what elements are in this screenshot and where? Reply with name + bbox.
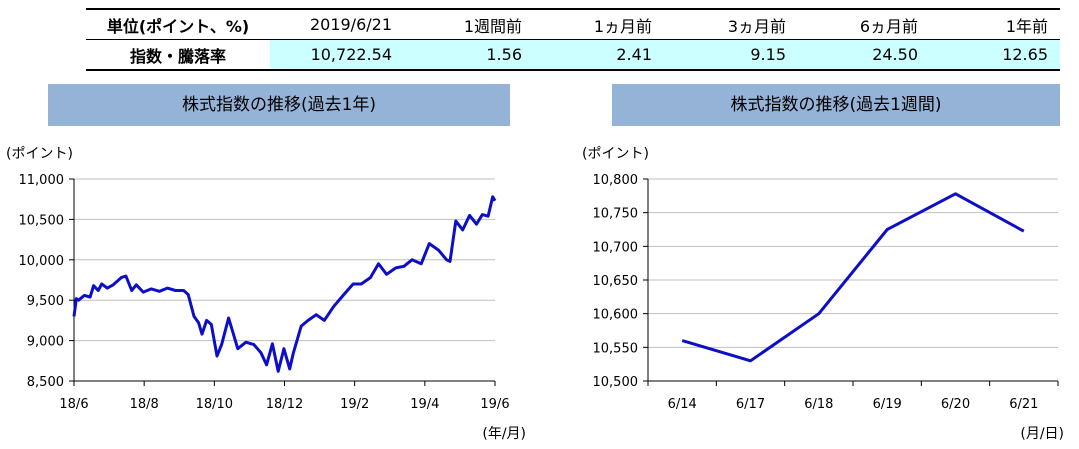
one-month-header: 1ヵ月前 (534, 9, 664, 40)
row-label: 指数・騰落率 (129, 46, 226, 66)
six-month-header: 6ヵ月前 (798, 9, 930, 40)
chart1-y-tick-label: 9,500 (27, 294, 64, 309)
chart1-title: 株式指数の推移(過去1年) (48, 84, 510, 126)
chart1-x-tick-label: 18/8 (130, 397, 159, 412)
chart2-week: (ポイント) (月/日) 10,500 10,550 10,600 10,650 10,… (582, 146, 1064, 442)
chart2-title: 株式指数の推移(過去1週間) (612, 84, 1060, 126)
chart1-series-line (72, 195, 497, 373)
one-week-change-cell: 1.56 (404, 39, 534, 70)
chart1-year: (ポイント) (年/月) 8,500 9,000 9,500 10,000 10,500… (6, 146, 526, 442)
chart2-xlabel: (月/日) (1020, 426, 1064, 442)
chart1-x-tick-label: 18/6 (59, 397, 88, 412)
three-month-change-cell: 9.15 (664, 39, 798, 70)
chart2-y-tick-label: 10,600 (593, 308, 639, 323)
chart2-x-tick-label: 6/14 (668, 397, 697, 412)
summary-table: 単位(ポイント、%) 2019/6/21 1週間前 1ヵ月前 3ヵ月前 6ヵ月前… (86, 8, 1060, 71)
chart1-y-tick-label: 9,000 (27, 335, 64, 350)
chart2-series-line (681, 192, 1025, 363)
chart2-y-tick-label: 10,550 (593, 341, 639, 356)
chart1-x-tick-label: 19/4 (410, 397, 439, 412)
chart1-ylabel: (ポイント) (6, 146, 73, 162)
table-value-row: 指数・騰落率 10,722.54 1.56 2.41 9.15 24.50 12… (86, 39, 1060, 70)
unit-header: 単位(ポイント、%) (86, 9, 270, 40)
chart1-x-tick-label: 19/6 (480, 397, 509, 412)
three-month-header: 3ヵ月前 (664, 9, 798, 40)
chart2-x-tick-label: 6/21 (1009, 397, 1038, 412)
chart1-y-tick-label: 8,500 (27, 375, 64, 390)
one-year-header: 1年前 (930, 9, 1060, 40)
chart2-x-tick-label: 6/20 (941, 397, 970, 412)
chart2-y-tick-label: 10,650 (593, 274, 639, 289)
chart2-x-tick-label: 6/18 (804, 397, 833, 412)
chart1-x-tick-label: 18/12 (266, 397, 303, 412)
chart1-y-tick-label: 10,000 (19, 254, 65, 269)
chart2-x-tick-label: 6/17 (736, 397, 765, 412)
chart2-ylabel: (ポイント) (582, 146, 649, 162)
chart2-x-tick-label: 6/19 (873, 397, 902, 412)
chart1-xlabel: (年/月) (482, 426, 526, 442)
six-month-change-cell: 24.50 (798, 39, 930, 70)
one-year-change-cell: 12.65 (930, 39, 1060, 70)
chart1-y-tick-label: 10,500 (19, 213, 65, 228)
chart1-x-tick-label: 18/10 (196, 397, 233, 412)
date-header: 2019/6/21 (270, 9, 404, 40)
index-value-cell: 10,722.54 (270, 39, 404, 70)
table-header-row: 単位(ポイント、%) 2019/6/21 1週間前 1ヵ月前 3ヵ月前 6ヵ月前… (86, 9, 1060, 40)
chart2-y-tick-label: 10,500 (593, 375, 639, 390)
one-month-change-cell: 2.41 (534, 39, 664, 70)
chart2-y-tick-label: 10,800 (593, 173, 639, 188)
chart2-y-tick-label: 10,700 (593, 240, 639, 255)
chart1-x-tick-label: 19/2 (340, 397, 369, 412)
one-week-header: 1週間前 (404, 9, 534, 40)
chart2-y-tick-label: 10,750 (593, 207, 639, 222)
chart1-y-tick-label: 11,000 (19, 173, 65, 188)
